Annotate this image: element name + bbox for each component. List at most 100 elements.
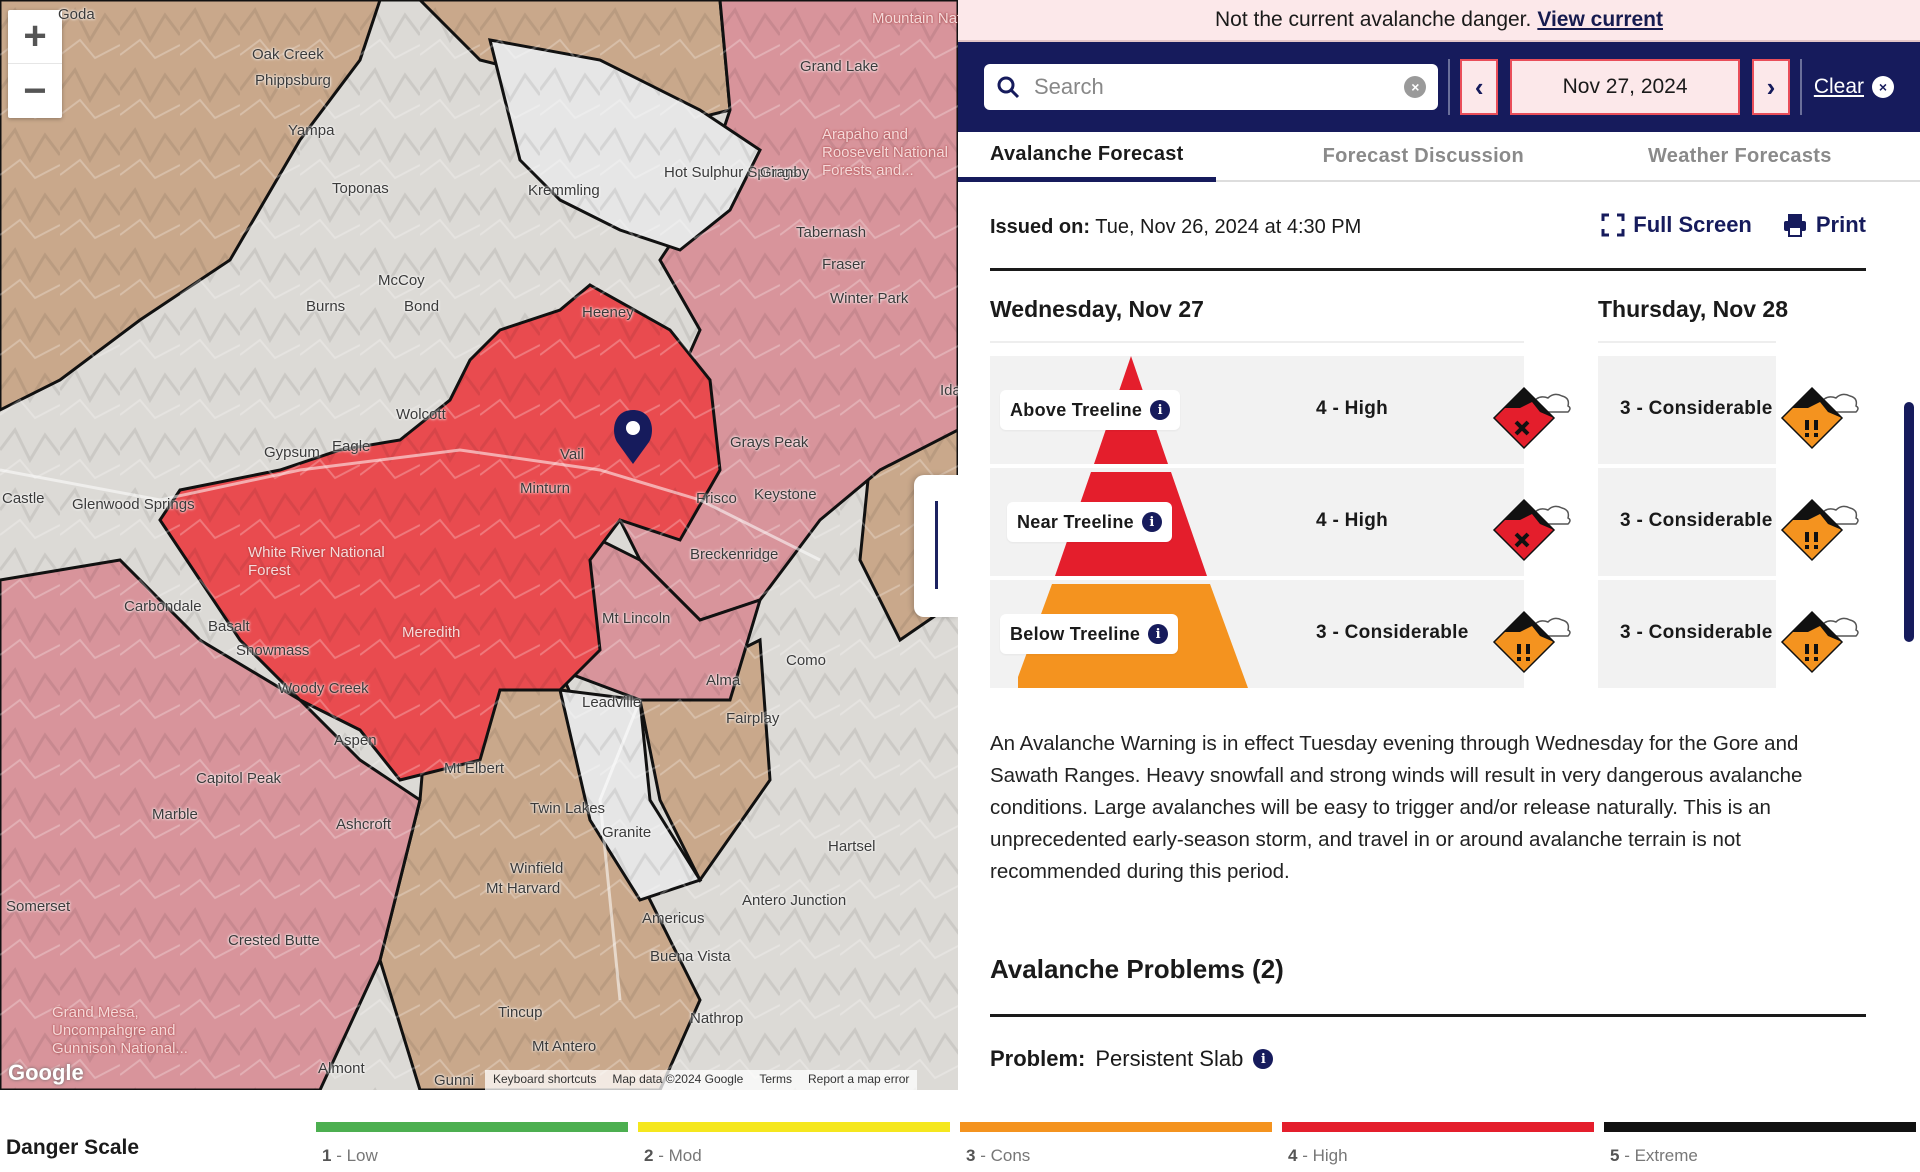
map-place-label: Frisco: [696, 490, 737, 507]
danger-scale-bar: [1282, 1122, 1594, 1132]
map-place-label: Gypsum: [264, 444, 320, 461]
problems-count: (2): [1252, 954, 1284, 984]
info-icon[interactable]: i: [1141, 512, 1162, 532]
forecast-content: Issued on: Tue, Nov 26, 2024 at 4:30 PM …: [958, 184, 1920, 1090]
danger-level-name: - Mod: [658, 1146, 702, 1165]
map-place-label: Como: [786, 652, 827, 669]
forecast-panel: Not the current avalanche danger. View c…: [958, 0, 1920, 1090]
avalanche-zone-map[interactable]: + − Oak Creek Phippsburg Yampa Toponas Kremm…: [0, 0, 958, 1090]
issued-on: Issued on: Tue, Nov 26, 2024 at 4:30 PM: [990, 216, 1361, 239]
rating-text: 4 - High: [1316, 398, 1389, 419]
location-pin-icon: [614, 410, 652, 464]
print-icon: [1783, 214, 1806, 237]
search-input[interactable]: Search: [1034, 74, 1104, 99]
problem-name: Persistent Slab: [1095, 1046, 1244, 1071]
day-2-row-below-treeline: [1598, 580, 1776, 688]
danger-level-number: 2: [644, 1146, 654, 1165]
clear-date-button[interactable]: Clear ×: [1814, 75, 1895, 99]
below-treeline-label[interactable]: Below Treeline i: [1000, 614, 1179, 654]
tab-weather-forecasts[interactable]: Weather Forecasts: [1647, 144, 1832, 167]
danger-level-number: 4: [1288, 1146, 1298, 1165]
search-icon: [997, 76, 1020, 99]
map-place-label: Crested Butte: [228, 932, 320, 949]
map-place-label: Eagle: [332, 438, 371, 455]
day-2-title: Thursday, Nov 28: [1598, 296, 1789, 322]
danger-level-number: 5: [1610, 1146, 1620, 1165]
elevation-name: Near Treeline: [1017, 511, 1134, 532]
map-place-label: Leadville: [582, 694, 642, 711]
next-date-button[interactable]: ›: [1752, 59, 1790, 115]
map-place-label: Granby: [760, 164, 810, 181]
map-place-label: Aspen: [334, 732, 377, 749]
near-treeline-label[interactable]: Near Treeline i: [1007, 502, 1172, 542]
rating-text: 3 - Considerable: [1316, 622, 1469, 643]
tab-forecast-discussion[interactable]: Forecast Discussion: [1322, 144, 1524, 167]
map-place-label: Capitol Peak: [196, 770, 282, 787]
map-place-label: Mt Elbert: [444, 760, 505, 777]
danger-scale-label: 2 - Mod: [644, 1146, 702, 1166]
fullscreen-icon: [1601, 213, 1625, 237]
day-2-row-near-treeline: [1598, 468, 1776, 576]
danger-scale-bar: [638, 1122, 950, 1132]
map-attribution: Keyboard shortcuts Map data ©2024 Google…: [485, 1070, 918, 1090]
date-picker[interactable]: Nov 27, 2024: [1510, 59, 1741, 115]
map-place-label: McCoy: [378, 272, 425, 289]
zoom-in-button[interactable]: +: [8, 10, 62, 64]
info-icon[interactable]: i: [1148, 624, 1169, 644]
map-place-label: Americus: [642, 910, 705, 927]
danger-scale-label: 1 - Low: [322, 1146, 378, 1166]
clear-search-icon[interactable]: ×: [1404, 76, 1427, 98]
map-place-label: Ashcroft: [336, 816, 392, 833]
zoom-out-button[interactable]: −: [23, 68, 47, 113]
print-label: Print: [1815, 212, 1866, 237]
full-screen-button[interactable]: Full Screen: [1601, 212, 1752, 238]
map-place-label: Mt Antero: [532, 1038, 597, 1055]
view-current-link[interactable]: View current: [1537, 8, 1664, 31]
map-zones[interactable]: [0, 0, 958, 1090]
map-place-label: Burns: [306, 298, 346, 315]
close-icon: ×: [1872, 76, 1895, 98]
map-place-label: Grand Lake: [800, 58, 879, 75]
danger-level-number: 3: [966, 1146, 976, 1165]
map-place-label: Toponas: [332, 180, 389, 197]
terms-link[interactable]: Terms: [759, 1072, 792, 1086]
panel-scrollbar[interactable]: [1904, 402, 1914, 642]
header-divider: [990, 268, 1866, 271]
map-place-label: Woody Creek: [278, 680, 369, 697]
forecast-tabs: Avalanche Forecast Forecast Discussion W…: [958, 132, 1920, 182]
rating-text: 3 - Considerable: [1620, 398, 1773, 419]
forecast-tools: Full Screen Print: [1601, 212, 1866, 238]
panel-resize-handle[interactable]: [914, 475, 958, 617]
danger-high-icon: [1492, 498, 1571, 562]
danger-scale-bar: [1604, 1122, 1916, 1132]
map-place-label: Grays Peak: [730, 434, 809, 451]
keyboard-shortcuts-link[interactable]: Keyboard shortcuts: [493, 1072, 597, 1086]
google-logo: Google: [8, 1060, 84, 1085]
search-box[interactable]: Search ×: [984, 64, 1439, 110]
info-icon[interactable]: i: [1253, 1049, 1274, 1069]
report-map-error-link[interactable]: Report a map error: [808, 1072, 910, 1086]
previous-date-button[interactable]: ‹: [1460, 59, 1499, 115]
info-icon[interactable]: i: [1150, 400, 1171, 420]
map-place-label: Granite: [602, 824, 652, 841]
danger-considerable-icon: [1492, 610, 1571, 674]
toolbar-divider: [1448, 59, 1451, 115]
danger-level-name: - High: [1302, 1146, 1348, 1165]
problem-row: Problem: Persistent Slab i: [990, 1046, 1274, 1072]
elevation-name: Above Treeline: [1010, 399, 1143, 420]
problems-divider: [990, 1014, 1866, 1017]
map-place-label: Winter Park: [830, 290, 909, 307]
map-place-label: White River National Forest: [248, 544, 385, 579]
full-screen-label: Full Screen: [1633, 212, 1752, 237]
map-place-label: Meredith: [402, 624, 461, 641]
map-place-label: Hot Sulphur Springs: [664, 164, 799, 181]
above-treeline-label[interactable]: Above Treeline i: [1000, 390, 1181, 430]
avalanche-problems-heading: Avalanche Problems (2): [990, 954, 1284, 985]
map-place-label: Tincup: [498, 1004, 543, 1021]
tab-avalanche-forecast[interactable]: Avalanche Forecast: [958, 132, 1216, 182]
map-place-label: Winfield: [510, 860, 564, 877]
map-place-label: Mt Harvard: [486, 880, 561, 897]
map-place-label: Hartsel: [828, 838, 876, 855]
map-place-label: Almont: [318, 1060, 365, 1077]
print-button[interactable]: Print: [1782, 212, 1866, 238]
